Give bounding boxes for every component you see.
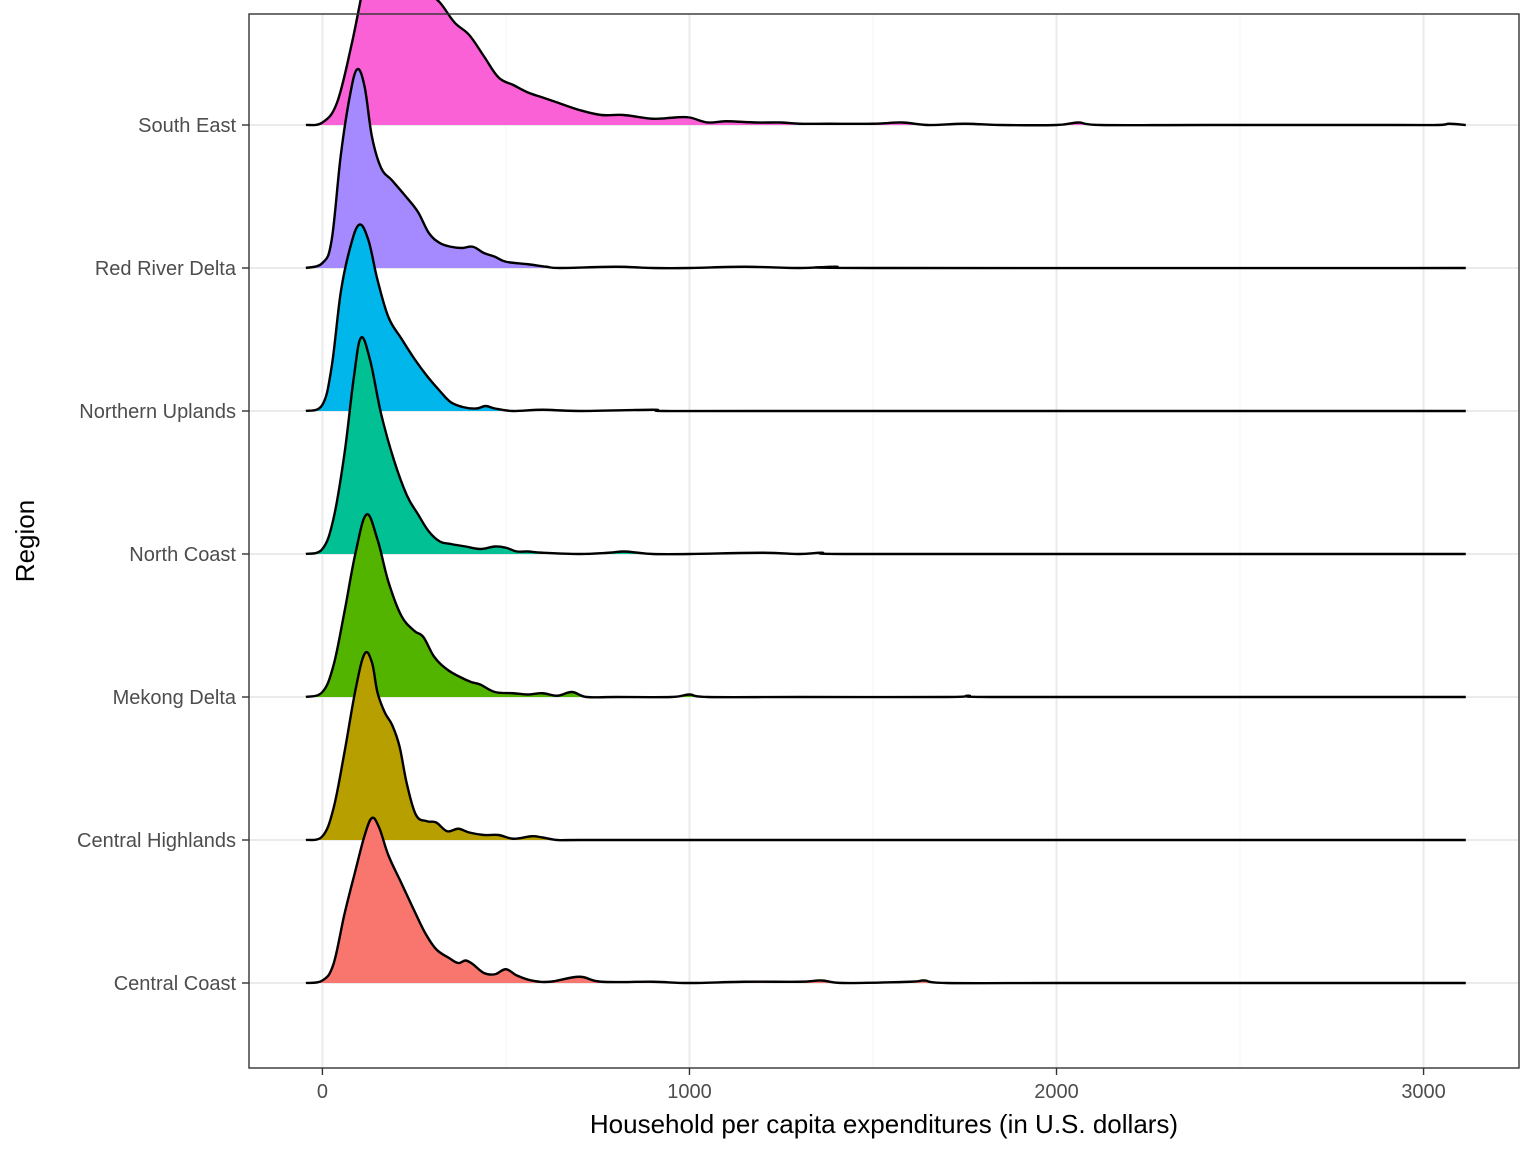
x-tick-label: 1000 — [667, 1081, 712, 1103]
y-tick-label-north-coast: North Coast — [129, 544, 236, 566]
ridge-line-mekong-delta — [305, 513, 1466, 699]
y-axis-title: Region — [10, 500, 40, 582]
x-tick-label: 2000 — [1034, 1081, 1079, 1103]
x-tick-label: 0 — [317, 1081, 328, 1103]
x-tick-label: 3000 — [1401, 1081, 1446, 1103]
y-tick-label-red-river-delta: Red River Delta — [95, 258, 237, 280]
ridge-fill-central-coast — [305, 817, 1466, 984]
axes: 0 1000 2000 3000 Central Coast Central Highla… — [77, 115, 1446, 1103]
ridge-fill-mekong-delta — [305, 514, 1466, 698]
y-tick-label-central-coast: Central Coast — [114, 973, 237, 995]
ridge-line-central-highlands — [305, 650, 1466, 842]
ridge-fill-northern-uplands — [305, 224, 1466, 412]
density-ridges — [305, 0, 1466, 985]
ridge-line-northern-uplands — [305, 223, 1466, 413]
y-tick-label-mekong-delta: Mekong Delta — [113, 687, 237, 709]
ridge-line-north-coast — [305, 335, 1466, 556]
ridge-line-south-east — [305, 0, 1466, 127]
y-tick-label-south-east: South East — [138, 115, 236, 137]
x-axis-title: Household per capita expenditures (in U.… — [590, 1109, 1178, 1139]
ridge-fill-red-river-delta — [305, 69, 1466, 269]
panel-border — [248, 13, 1520, 1069]
ridge-fill-north-coast — [305, 337, 1466, 555]
ridge-line-red-river-delta — [305, 67, 1466, 270]
ridge-fill-south-east — [305, 0, 1466, 126]
y-tick-label-northern-uplands: Northern Uplands — [79, 401, 236, 423]
y-tick-label-central-highlands: Central Highlands — [77, 830, 236, 852]
ridge-line-central-coast — [305, 816, 1466, 985]
